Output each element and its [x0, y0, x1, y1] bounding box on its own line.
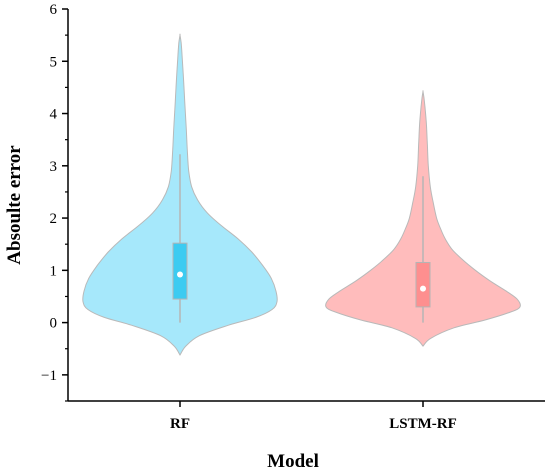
y-axis-title: Absoulte error — [4, 145, 25, 265]
violin-iqr-box — [172, 242, 188, 300]
y-tick-label: −1 — [41, 368, 57, 384]
y-tick-label: 5 — [50, 54, 58, 70]
violin-group — [82, 33, 278, 356]
y-axis-ticks: −1 0 1 2 3 4 5 6 — [41, 2, 68, 402]
plot-area — [82, 33, 521, 356]
y-tick-label: 0 — [50, 316, 58, 332]
violin-group — [325, 90, 521, 347]
y-tick-label: 2 — [50, 211, 58, 227]
y-tick-label: 6 — [50, 2, 58, 18]
y-tick-label: 1 — [50, 263, 58, 279]
violin-iqr-box — [415, 261, 431, 308]
y-tick-label: 3 — [50, 159, 58, 175]
y-tick-label: 4 — [50, 107, 58, 123]
violin-median-point — [420, 285, 426, 292]
violin-median-point — [177, 271, 183, 278]
x-axis-ticks: RF LSTM-RF — [170, 401, 457, 432]
x-tick-label: LSTM-RF — [389, 416, 457, 432]
x-axis-title: Model — [267, 451, 319, 472]
x-tick-label: RF — [170, 416, 190, 432]
